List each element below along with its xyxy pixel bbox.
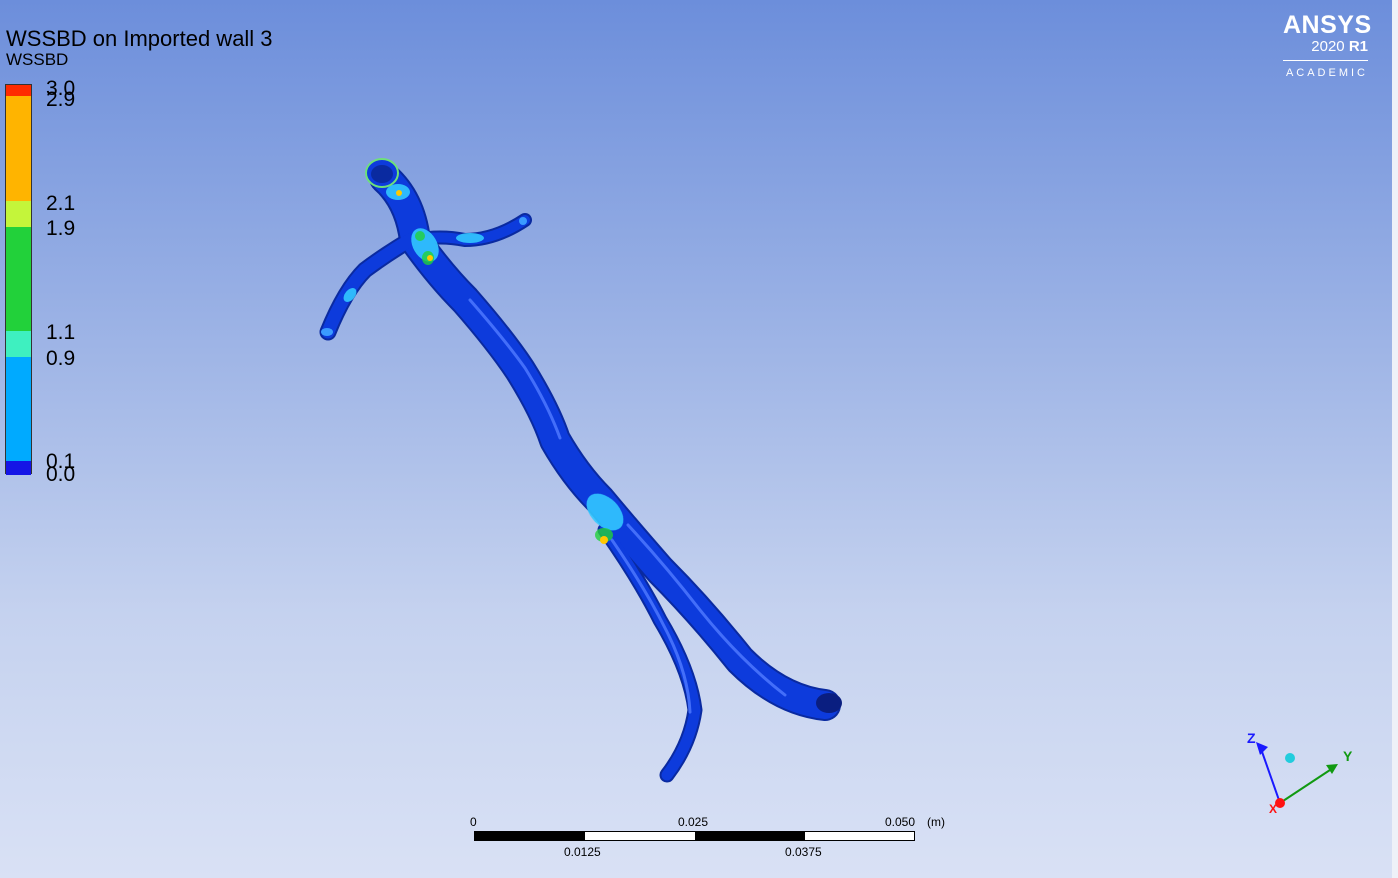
scale-unit: (m): [927, 815, 945, 829]
legend-band-red: [6, 85, 31, 96]
legend-label: 3.0: [46, 77, 76, 100]
legend-band-yellow: [6, 201, 31, 227]
scale-label: 0.025: [678, 815, 709, 829]
legend-band-lightblue: [6, 357, 31, 461]
scale-bar: [474, 831, 915, 841]
scale-label: 0.050: [885, 815, 916, 829]
legend-label: 0.0: [46, 463, 76, 486]
legend-band-blue: [6, 461, 31, 475]
logo-divider: [1283, 60, 1368, 61]
legend-band-green: [6, 227, 31, 331]
z-axis-label: Z: [1247, 730, 1256, 746]
legend-label: 2.9: [46, 88, 76, 111]
scale-label: 0.0375: [785, 845, 822, 859]
legend-label: 1.9: [46, 217, 76, 240]
logo-brand: ANSYS: [1283, 11, 1372, 39]
legend-variable: WSSBD: [6, 50, 69, 69]
scale-label: 0.0125: [564, 845, 601, 859]
viewport-edge: [1392, 0, 1398, 878]
vessel-model: [319, 158, 842, 783]
y-axis-label: Y: [1343, 748, 1353, 764]
legend-band-teal: [6, 331, 31, 357]
axis-triad[interactable]: Z Y X: [1240, 725, 1380, 825]
legend-label: 0.9: [46, 347, 76, 370]
ansys-logo: ANSYS 2020 R1 ACADEMIC: [1283, 11, 1372, 79]
legend-label: 2.1: [46, 192, 76, 215]
legend-label: 1.1: [46, 321, 76, 344]
y-axis-icon: Y: [1279, 748, 1353, 804]
x-axis-icon: X: [1269, 798, 1285, 816]
legend-label: 0.1: [46, 450, 76, 473]
z-axis-icon: Z: [1247, 730, 1281, 804]
x-axis-label: X: [1269, 802, 1277, 816]
legend-title: WSSBD on Imported wall 3: [6, 26, 273, 51]
legend-band-orange: [6, 96, 31, 201]
view-center-dot: [1285, 753, 1295, 763]
logo-version: 2020 R1: [1311, 38, 1368, 55]
scale-label: 0: [470, 815, 477, 829]
logo-edition: ACADEMIC: [1285, 67, 1368, 79]
color-legend-bar: [5, 84, 32, 475]
